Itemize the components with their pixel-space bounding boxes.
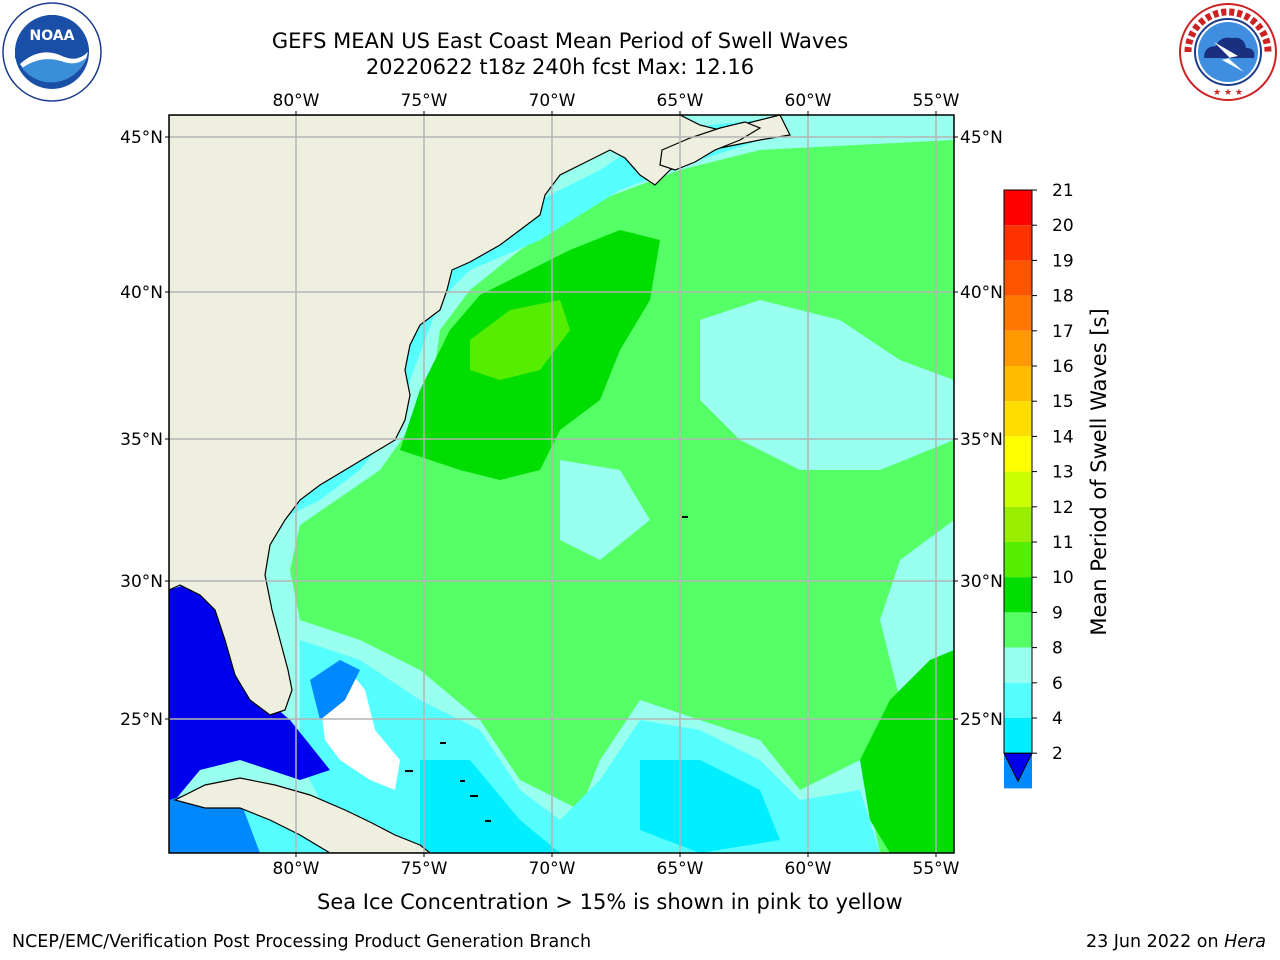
bahamas-islands: [405, 516, 688, 822]
colorbar-swatch: [1004, 506, 1032, 542]
gulf-2-4s-region: [169, 580, 330, 853]
colorbar-tick-label: 2: [1052, 744, 1063, 764]
lat-label-right: 25°N: [960, 710, 1003, 730]
colorbar-swatch: [1004, 190, 1032, 226]
colorbar-swatch: [1004, 647, 1032, 683]
colorbar-tick-label: 10: [1052, 568, 1074, 588]
colorbar-swatch: [1004, 295, 1032, 331]
colorbar-tick-label: 17: [1052, 322, 1074, 342]
colorbar-swatch: [1004, 718, 1032, 754]
lat-label-left: 30°N: [120, 572, 163, 592]
lon-label-bottom: 55°W: [913, 859, 960, 879]
lat-label-right: 30°N: [960, 572, 1003, 592]
lon-label-bottom: 75°W: [401, 859, 448, 879]
lon-label-top: 70°W: [529, 91, 576, 111]
colorbar-swatch: [1004, 471, 1032, 507]
lat-label-left: 25°N: [120, 710, 163, 730]
colorbar-swatch: [1004, 542, 1032, 578]
colorbar-tick-label: 19: [1052, 251, 1074, 271]
lon-label-bottom: 70°W: [529, 859, 576, 879]
chart-title: GEFS MEAN US East Coast Mean Period of S…: [271, 29, 849, 53]
chart-subtitle: 20220622 t18z 240h fcst Max: 12.16: [365, 55, 755, 79]
colorbar-tick-label: 13: [1052, 463, 1074, 483]
colorbar-swatch: [1004, 366, 1032, 402]
cuba-land: [173, 777, 431, 853]
colorbar: 21 20 19 18 17 16 15 14 13 12 11 10 9 8 6 4 2: [1003, 181, 1074, 789]
map-frame: [168, 114, 955, 854]
date-stamp: 23 Jun 2022 on Hera: [1086, 932, 1266, 952]
colorbar-tick-label: 15: [1052, 392, 1074, 412]
colorbar-swatch: [1004, 682, 1032, 718]
south-4-6s-region: [420, 760, 560, 853]
colorbar-tick-label: 20: [1052, 216, 1074, 236]
graticule: [169, 115, 954, 853]
colorbar-tick-label: 21: [1052, 181, 1074, 201]
lat-label-left: 35°N: [120, 430, 163, 450]
lon-label-bottom: 60°W: [785, 859, 832, 879]
nova-scotia-land: [659, 121, 762, 171]
south-4-6s-region-2: [640, 760, 780, 853]
colorbar-label: Mean Period of Swell Waves [s]: [1087, 308, 1111, 635]
colorbar-tick-label: 18: [1052, 287, 1074, 307]
lon-label-top: 60°W: [785, 91, 832, 111]
host-text: Hera: [1224, 932, 1266, 952]
lat-label-left: 40°N: [120, 283, 163, 303]
colorbar-swatch: [1004, 612, 1032, 648]
svg-text:★ ★ ★: ★ ★ ★: [1213, 88, 1243, 98]
lon-label-bottom: 80°W: [273, 859, 320, 879]
lon-label-top: 55°W: [913, 91, 960, 111]
colorbar-tick-label: 14: [1052, 427, 1074, 447]
colorbar-tick-label: 4: [1052, 709, 1063, 729]
lat-label-right: 45°N: [960, 128, 1003, 148]
colorbar-tick-label: 16: [1052, 357, 1074, 377]
lat-label-right: 35°N: [960, 430, 1003, 450]
colorbar-tick-label: 11: [1052, 533, 1074, 553]
ocean-8-9s-patch-2: [560, 460, 650, 560]
colorbar-tick-label: 12: [1052, 498, 1074, 518]
svg-text:NOAA: NOAA: [30, 28, 75, 44]
colorbar-swatch: [1004, 330, 1032, 366]
colorbar-tick-label: 9: [1052, 603, 1063, 623]
colorbar-swatch: [1004, 225, 1032, 261]
lat-label-left: 45°N: [120, 128, 163, 148]
lon-label-bottom: 65°W: [657, 859, 704, 879]
colorbar-tick-label: 8: [1052, 639, 1063, 659]
ocean-10-11s-se-patch: [860, 650, 954, 853]
sea-ice-note: Sea Ice Concentration > 15% is shown in …: [317, 890, 903, 914]
lat-label-right: 40°N: [960, 283, 1003, 303]
lon-label-top: 80°W: [273, 91, 320, 111]
colorbar-tick-label: 6: [1052, 674, 1063, 694]
lon-label-top: 75°W: [401, 91, 448, 111]
ocean-11-12s-core: [470, 300, 570, 380]
noaa-logo-icon: NOAA: [2, 2, 102, 102]
bahamas-2-4s-edge: [310, 660, 360, 720]
date-text: 23 Jun 2022 on: [1085, 932, 1225, 952]
colorbar-swatch: [1004, 260, 1032, 296]
axis-ticks: [165, 111, 958, 857]
nws-logo-icon: ★ ★ ★: [1179, 3, 1277, 101]
map-area: [169, 115, 954, 853]
ocean-8-9s-patch: [700, 300, 954, 470]
colorbar-swatch: [1004, 436, 1032, 472]
credit-text: NCEP/EMC/Verification Post Processing Pr…: [12, 932, 592, 952]
colorbar-swatch: [1004, 401, 1032, 437]
colorbar-swatch: [1004, 577, 1032, 613]
lon-label-top: 65°W: [657, 91, 704, 111]
